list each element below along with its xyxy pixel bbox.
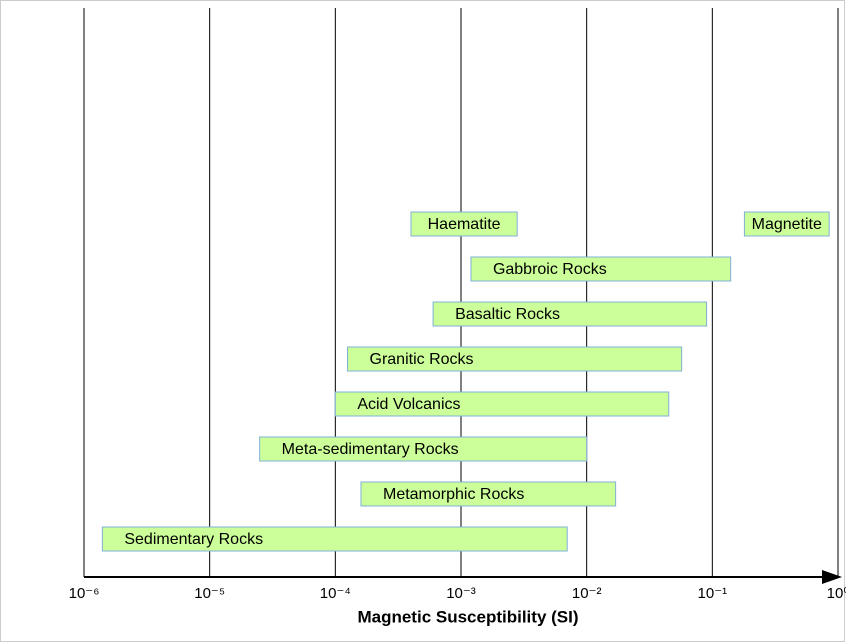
range-bar <box>101 526 568 552</box>
x-tick-label: 10⁻¹ <box>698 585 728 602</box>
x-tick-label: 10⁻³ <box>446 585 476 602</box>
range-bar <box>259 436 588 462</box>
bar-label: Gabbroic Rocks <box>493 261 607 278</box>
range-bar <box>743 211 830 237</box>
bar-label: Metamorphic Rocks <box>383 486 524 503</box>
bar-label: Acid Volcanics <box>357 396 460 413</box>
range-bar <box>347 346 683 372</box>
bar-label: Basaltic Rocks <box>455 306 560 323</box>
x-tick-label: 10⁰ <box>827 585 846 602</box>
x-tick-label: 10⁻² <box>572 585 602 602</box>
range-bar <box>410 211 518 237</box>
x-tick-label: 10⁻⁵ <box>194 585 225 602</box>
bar-label: Meta-sedimentary Rocks <box>282 441 459 458</box>
range-bar <box>432 301 708 327</box>
bar-label: Sedimentary Rocks <box>124 531 263 548</box>
bar-label: Granitic Rocks <box>370 351 474 368</box>
x-tick-label: 10⁻⁶ <box>69 585 100 602</box>
range-bar <box>360 481 617 507</box>
axis-arrow <box>822 570 842 584</box>
x-axis-title: Magnetic Susceptibility (SI) <box>357 607 578 626</box>
range-bar <box>470 256 732 282</box>
range-bar <box>334 391 670 417</box>
x-tick-label: 10⁻⁴ <box>320 585 351 602</box>
bar-label: Haematite <box>428 216 501 233</box>
bar-label: Magnetite <box>752 216 822 233</box>
